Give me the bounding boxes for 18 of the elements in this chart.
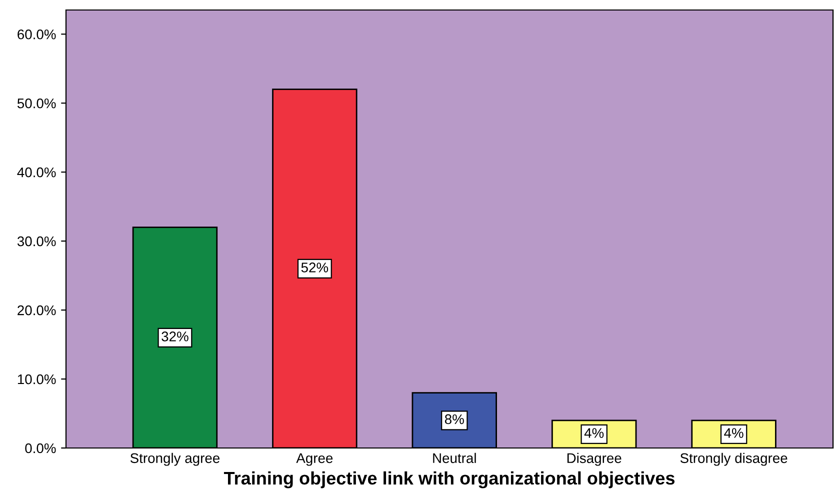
y-tick-label: 40.0% [17, 167, 56, 178]
data-label: 52% [301, 262, 328, 272]
data-label: 4% [724, 428, 744, 438]
y-tick-label: 30.0% [17, 236, 56, 246]
x-tick-label: Strongly disagree [680, 452, 788, 466]
data-label: 8% [444, 414, 464, 424]
y-tick-label: 20.0% [18, 305, 56, 316]
y-tick-label: 50.0% [17, 98, 56, 108]
x-tick-label: Agree [296, 453, 333, 466]
data-label: 4% [584, 428, 604, 438]
y-tick-label: 0.0% [25, 443, 56, 454]
data-label: 32% [162, 332, 188, 342]
x-tick-label: Strongly agree [130, 452, 220, 466]
x-tick-label: Disagree [567, 452, 622, 466]
y-tick-label: 60.0% [18, 29, 56, 40]
x-axis-title: Training objective link with organizational objectives [224, 471, 675, 488]
x-tick-label: Neutral [433, 452, 476, 464]
y-tick-label: 10.0% [18, 374, 56, 384]
